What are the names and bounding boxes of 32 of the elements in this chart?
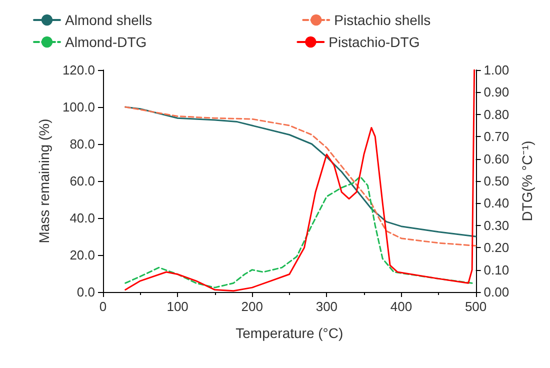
y2-tick-label: 0.40 <box>484 196 510 211</box>
x-tick-label: 400 <box>390 299 412 314</box>
y-tick-label: 0.0 <box>76 284 95 300</box>
y2-tick-label: 0.90 <box>484 84 510 100</box>
x-tick-label: 300 <box>316 299 338 314</box>
legend-label: Pistachio shells <box>334 12 431 28</box>
y2-tick-label: 0.80 <box>484 106 510 122</box>
legend-label: Almond-DTG <box>65 34 147 50</box>
y2-tick-label: 0.20 <box>484 240 510 256</box>
x-tick-label: 100 <box>166 299 188 314</box>
x-tick-label: 500 <box>464 299 487 314</box>
y-tick-label: 120.0 <box>62 62 95 78</box>
x-tick-label: 200 <box>241 299 263 314</box>
legend-label: Pistachio-DTG <box>328 34 420 50</box>
legend-label: Almond shells <box>65 12 152 28</box>
y2-tick-label: 1.00 <box>484 62 510 78</box>
y2-tick-label: 0.00 <box>484 284 510 300</box>
y-tick-label: 20.0 <box>70 248 95 262</box>
x-axis-title: Temperature (°C) <box>236 325 344 341</box>
y-tick-label: 40.0 <box>70 210 95 226</box>
line-series <box>124 176 473 288</box>
y-tick-label: 100.0 <box>62 100 95 114</box>
y2-tick-label: 0.50 <box>484 174 510 188</box>
y2-tick-label: 0.30 <box>484 218 510 233</box>
y2-tick-label: 0.60 <box>484 151 510 166</box>
x-tick-label: 0 <box>99 299 107 314</box>
y-tick-label: 80.0 <box>70 136 95 152</box>
y2-axis-title: DTG(% °C⁻¹) <box>519 140 535 222</box>
y-tick-label: 60.0 <box>70 174 95 188</box>
y-axis-title: Mass remaining (%) <box>36 118 52 244</box>
y2-tick-label: 0.10 <box>484 262 510 278</box>
y2-tick-label: 0.70 <box>484 129 510 144</box>
